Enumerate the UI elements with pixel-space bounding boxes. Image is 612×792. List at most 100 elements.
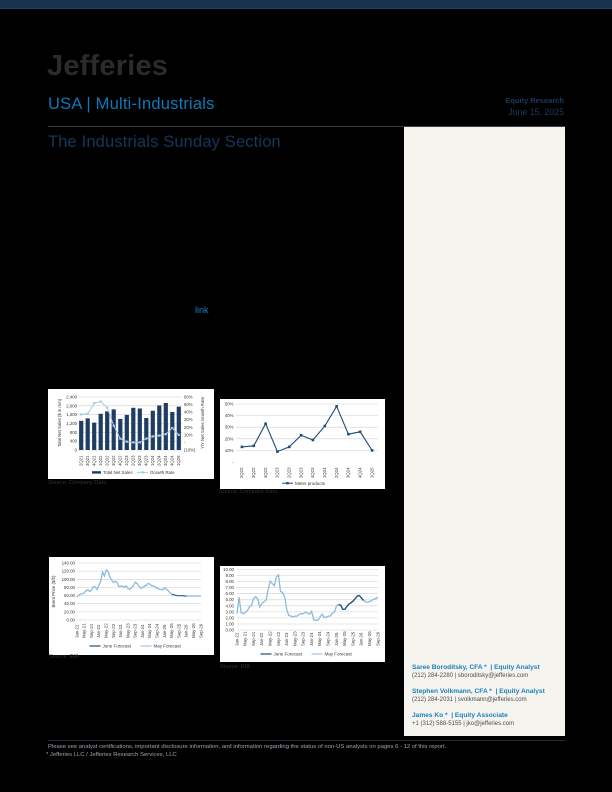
svg-text:May-21: May-21 <box>243 631 248 646</box>
svg-text:(10%): (10%) <box>184 448 196 453</box>
svg-text:40%: 40% <box>225 413 234 418</box>
svg-text:0.00: 0.00 <box>225 628 234 633</box>
svg-text:Sep-26: Sep-26 <box>375 631 380 646</box>
svg-text:2Q23: 2Q23 <box>131 455 136 466</box>
svg-text:Jan-24: Jan-24 <box>309 632 314 646</box>
svg-text:Jan-24: Jan-24 <box>140 624 145 638</box>
svg-text:3Q23: 3Q23 <box>137 455 142 466</box>
svg-text:2,000: 2,000 <box>66 403 77 408</box>
svg-text:1Q25: 1Q25 <box>176 455 181 466</box>
svg-text:2Q24: 2Q24 <box>334 467 339 478</box>
svg-text:May Forecast: May Forecast <box>154 644 182 649</box>
svg-text:1Q24: 1Q24 <box>322 467 327 478</box>
svg-text:4Q23: 4Q23 <box>144 455 149 466</box>
svg-text:5.00: 5.00 <box>225 597 234 602</box>
svg-text:20%: 20% <box>184 425 193 430</box>
svg-text:Meter products: Meter products <box>295 481 326 486</box>
svg-text:3Q22: 3Q22 <box>251 467 256 478</box>
svg-text:10%: 10% <box>225 448 234 453</box>
svg-text:3Q22: 3Q22 <box>111 455 116 466</box>
svg-text:3Q24: 3Q24 <box>346 467 351 478</box>
svg-text:May-24: May-24 <box>317 631 322 646</box>
svg-text:Sep-24: Sep-24 <box>326 631 331 646</box>
svg-text:May Forecast: May Forecast <box>325 652 353 657</box>
svg-text:1Q22: 1Q22 <box>98 455 103 466</box>
svg-text:Sep-25: Sep-25 <box>176 623 181 638</box>
svg-text:80.00: 80.00 <box>64 585 76 590</box>
svg-text:Growth Rate: Growth Rate <box>150 470 175 475</box>
svg-text:120.00: 120.00 <box>62 569 76 574</box>
svg-text:0: 0 <box>75 448 78 453</box>
svg-text:60%: 60% <box>184 395 193 400</box>
svg-text:4Q22: 4Q22 <box>263 467 268 478</box>
svg-text:May-22: May-22 <box>104 623 109 638</box>
svg-text:9.00: 9.00 <box>225 573 234 578</box>
svg-text:Jan-25: Jan-25 <box>334 632 339 646</box>
svg-text:7.00: 7.00 <box>225 585 234 590</box>
svg-text:Total Net Sales: Total Net Sales <box>103 470 133 475</box>
svg-text:2,400: 2,400 <box>66 395 77 400</box>
svg-text:2Q21: 2Q21 <box>79 455 84 466</box>
svg-text:100.00: 100.00 <box>62 577 76 582</box>
svg-text:1,600: 1,600 <box>66 412 77 417</box>
svg-text:May-23: May-23 <box>125 623 130 638</box>
svg-text:May-26: May-26 <box>191 623 196 638</box>
svg-text:Sep-21: Sep-21 <box>89 623 94 638</box>
svg-text:Sep-22: Sep-22 <box>111 623 116 638</box>
svg-text:3Q23: 3Q23 <box>298 467 303 478</box>
svg-text:1Q23: 1Q23 <box>124 455 129 466</box>
svg-text:4Q21: 4Q21 <box>92 455 97 466</box>
svg-text:400: 400 <box>70 439 78 444</box>
svg-text:10%: 10% <box>184 432 193 437</box>
svg-text:Jan-23: Jan-23 <box>284 632 289 646</box>
svg-text:30%: 30% <box>225 425 234 430</box>
svg-text:50%: 50% <box>225 402 234 407</box>
svg-text:1Q24: 1Q24 <box>150 455 155 466</box>
svg-text:1,200: 1,200 <box>66 421 77 426</box>
svg-text:8.00: 8.00 <box>225 579 234 584</box>
svg-text:40%: 40% <box>184 410 193 415</box>
svg-text:4.00: 4.00 <box>225 603 234 608</box>
svg-text:June Forecast: June Forecast <box>103 644 132 649</box>
svg-text:2.00: 2.00 <box>225 615 234 620</box>
svg-text:Brent Price ($/b): Brent Price ($/b) <box>51 575 56 608</box>
svg-text:-: - <box>184 440 186 445</box>
svg-text:Sep-23: Sep-23 <box>301 631 306 646</box>
svg-text:Jan-22: Jan-22 <box>259 632 264 646</box>
svg-text:May-23: May-23 <box>292 631 297 646</box>
svg-text:Jan-26: Jan-26 <box>184 624 189 638</box>
svg-text:Sep-21: Sep-21 <box>251 631 256 646</box>
svg-text:May-21: May-21 <box>82 623 87 638</box>
svg-text:Y/Y Net Sales Growth Rate: Y/Y Net Sales Growth Rate <box>200 396 205 449</box>
svg-text:20%: 20% <box>225 436 234 441</box>
svg-text:2Q23: 2Q23 <box>287 467 292 478</box>
svg-text:Jan-22: Jan-22 <box>96 624 101 638</box>
svg-text:1Q25: 1Q25 <box>369 467 374 478</box>
svg-text:Jan-25: Jan-25 <box>162 624 167 638</box>
svg-text:1Q23: 1Q23 <box>275 467 280 478</box>
svg-text:4Q22: 4Q22 <box>118 455 123 466</box>
svg-text:2Q22: 2Q22 <box>239 467 244 478</box>
svg-text:Sep-23: Sep-23 <box>133 623 138 638</box>
svg-text:6.00: 6.00 <box>225 591 234 596</box>
svg-text:Sep-24: Sep-24 <box>155 623 160 638</box>
svg-text:3Q21: 3Q21 <box>85 455 90 466</box>
svg-text:3Q24: 3Q24 <box>163 455 168 466</box>
svg-text:June Forecast: June Forecast <box>274 652 303 657</box>
svg-text:May-24: May-24 <box>147 623 152 638</box>
svg-text:-: - <box>232 460 234 465</box>
svg-text:4Q23: 4Q23 <box>310 467 315 478</box>
svg-text:Sep-25: Sep-25 <box>350 631 355 646</box>
svg-text:60.00: 60.00 <box>64 593 76 598</box>
svg-text:40.00: 40.00 <box>64 601 76 606</box>
svg-text:800: 800 <box>70 430 78 435</box>
svg-text:May-25: May-25 <box>169 623 174 638</box>
svg-text:Jan-21: Jan-21 <box>234 632 239 646</box>
svg-text:10.00: 10.00 <box>223 567 235 572</box>
svg-text:20.00: 20.00 <box>64 609 76 614</box>
svg-text:2Q22: 2Q22 <box>105 455 110 466</box>
svg-text:May-26: May-26 <box>367 631 372 646</box>
svg-text:4Q24: 4Q24 <box>358 467 363 478</box>
svg-text:May-25: May-25 <box>342 631 347 646</box>
svg-text:140.00: 140.00 <box>62 561 76 566</box>
